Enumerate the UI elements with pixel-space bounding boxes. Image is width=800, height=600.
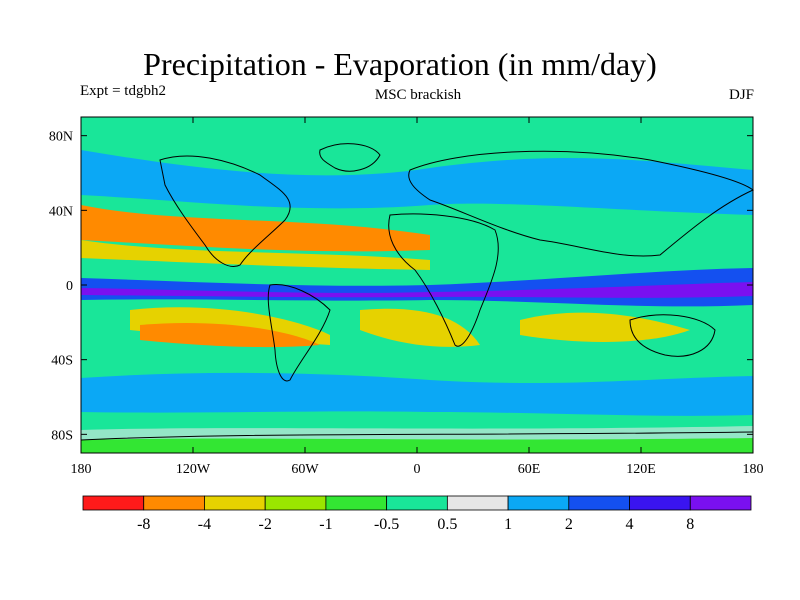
colorbar-label: -1 bbox=[319, 516, 332, 533]
colorbar-box bbox=[204, 495, 266, 511]
coastlines bbox=[80, 143, 754, 441]
lat-tick-label: 80S bbox=[51, 428, 73, 443]
colorbar-box bbox=[446, 495, 509, 511]
colorbar-label: 0.5 bbox=[437, 516, 457, 533]
colorbar-box bbox=[143, 495, 205, 511]
lon-tick-label: 180 bbox=[743, 462, 764, 477]
colorbar-box bbox=[507, 495, 570, 511]
colorbar-box bbox=[629, 495, 691, 511]
colorbar-box bbox=[386, 495, 448, 511]
colorbar-label: -2 bbox=[259, 516, 272, 533]
lat-tick-label: 80N bbox=[49, 130, 73, 145]
colorbar-box bbox=[568, 495, 630, 511]
coastline-eurasia bbox=[408, 150, 754, 257]
band-north-subtropic bbox=[81, 205, 430, 252]
colorbar-label: 1 bbox=[504, 516, 512, 533]
lon-tick-label: 120E bbox=[626, 462, 656, 477]
band-north-storm-track bbox=[81, 150, 753, 215]
experiment-label: Expt = tdgbh2 bbox=[80, 83, 166, 99]
colorbar-label: 4 bbox=[626, 516, 634, 533]
band-south-atlantic-dry bbox=[360, 308, 480, 347]
lat-tick-label: 0 bbox=[66, 279, 73, 294]
dataset-label: MSC brackish bbox=[374, 87, 462, 103]
band-south-storm-track bbox=[81, 372, 753, 416]
map-title: Precipitation - Evaporation (in mm/day) bbox=[143, 46, 657, 82]
colorbar-label: 2 bbox=[565, 516, 573, 533]
colorbar-label: -0.5 bbox=[374, 516, 399, 533]
coastline-africa bbox=[388, 213, 499, 347]
colorbar-box bbox=[325, 495, 388, 511]
colorbar-box bbox=[689, 495, 752, 511]
coastline-greenland bbox=[319, 143, 381, 172]
colorbar-labels: -8 -4 -2 -1 -0.5 0.5 1 2 4 8 bbox=[137, 516, 694, 533]
latitude-ticks: 80N 40N 0 40S 80S bbox=[49, 130, 753, 443]
field-bands bbox=[81, 117, 753, 453]
colorbar-boxes bbox=[82, 495, 752, 511]
band-south-pacific-orange bbox=[140, 322, 320, 348]
lon-tick-label: 0 bbox=[414, 462, 421, 477]
coastline-south-america bbox=[267, 284, 331, 382]
season-label: DJF bbox=[728, 87, 754, 103]
colorbar-box bbox=[264, 495, 327, 511]
band-antarctic-green bbox=[81, 438, 753, 453]
band-itcz-purple bbox=[81, 282, 753, 298]
colorbar-label: -4 bbox=[198, 516, 211, 533]
lat-tick-label: 40N bbox=[49, 204, 73, 219]
lon-tick-label: 60E bbox=[518, 462, 541, 477]
coastline-north-america bbox=[159, 155, 291, 267]
coastline-antarctica bbox=[80, 431, 754, 441]
band-north-subtropic-yellow bbox=[81, 240, 430, 270]
lat-tick-label: 40S bbox=[51, 354, 73, 369]
colorbar-label: -8 bbox=[137, 516, 150, 533]
colorbar-box bbox=[82, 495, 145, 511]
lon-tick-label: 180 bbox=[71, 462, 92, 477]
longitude-ticks: 180 120W 60W 0 60E 120E 180 bbox=[71, 117, 764, 477]
coastline-australia bbox=[629, 314, 716, 357]
lon-tick-label: 120W bbox=[176, 462, 211, 477]
band-indian-dry bbox=[520, 312, 690, 342]
colorbar-label: 8 bbox=[686, 516, 694, 533]
lon-tick-label: 60W bbox=[291, 462, 319, 477]
